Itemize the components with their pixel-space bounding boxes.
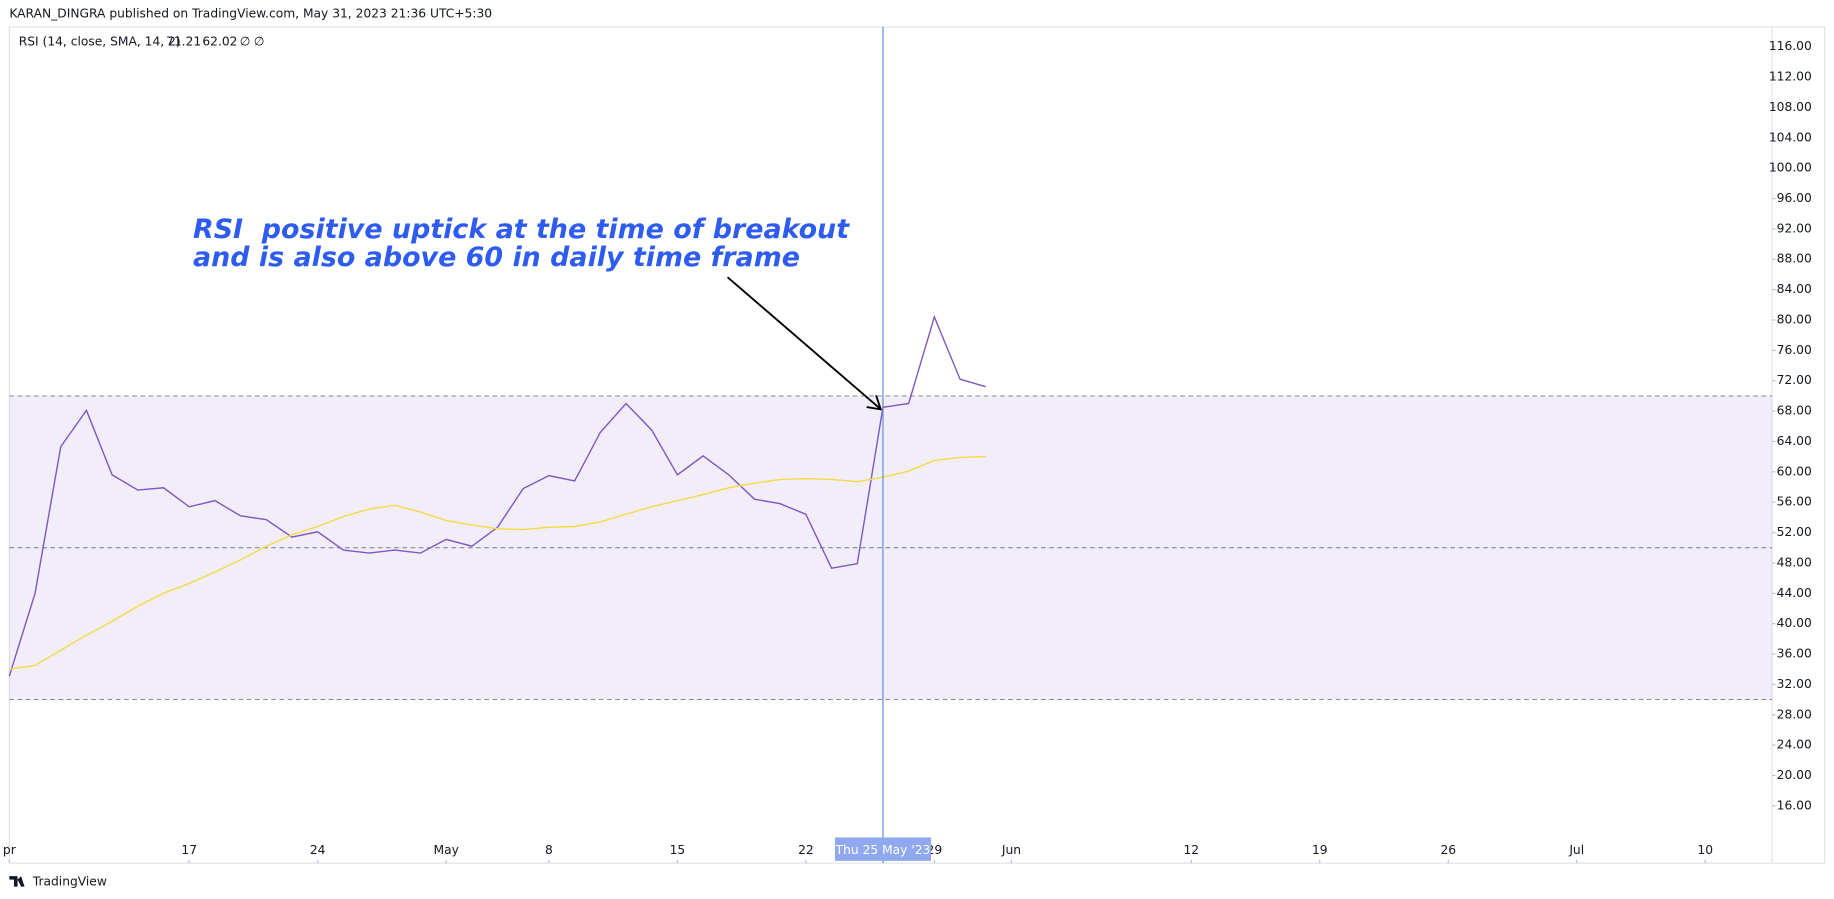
plot <box>8 314 1773 701</box>
x-tick-label: 19 <box>1312 843 1328 857</box>
x-tick-label: 15 <box>670 843 686 857</box>
y-tick-label: 100.00 <box>1769 161 1812 175</box>
x-tick-label: pr <box>3 843 17 857</box>
y-tick-label: 40.00 <box>1777 616 1812 630</box>
legend-value: 62.02 <box>202 35 237 49</box>
logo <box>9 876 25 887</box>
y-tick-label: 32.00 <box>1777 677 1812 691</box>
y-tick-label: 52.00 <box>1777 525 1812 539</box>
legend-value: 71.21 <box>166 35 201 49</box>
x-tick-label: May <box>433 843 458 857</box>
y-tick-label: 76.00 <box>1777 343 1812 357</box>
x-tick-label: Jun <box>1001 843 1021 857</box>
crosshair-label-bg <box>835 837 931 861</box>
y-tick-label: 36.00 <box>1777 647 1812 661</box>
x-tick-label: Jul <box>1568 843 1584 857</box>
y-tick-label: 72.00 <box>1777 373 1812 387</box>
y-tick-label: 56.00 <box>1777 495 1812 509</box>
x-tick-label: 17 <box>181 843 197 857</box>
y-tick-label: 60.00 <box>1777 464 1812 478</box>
y-tick-label: 92.00 <box>1777 221 1812 235</box>
footer: TradingView <box>32 874 107 888</box>
y-tick-label: 80.00 <box>1777 312 1812 326</box>
indicator-flag: ∅ <box>254 35 265 49</box>
y-tick-label: 104.00 <box>1769 130 1812 144</box>
series-line <box>9 455 986 670</box>
y-tick-label: 44.00 <box>1777 586 1812 600</box>
x-tick-label: 22 <box>798 843 814 857</box>
header: KARAN_DINGRA published on TradingView.co… <box>9 7 492 21</box>
y-tick-label: 68.00 <box>1777 404 1812 418</box>
y-tick-label: 96.00 <box>1777 191 1812 205</box>
y-tick-label: 16.00 <box>1777 798 1812 812</box>
x-tick-label: 8 <box>545 843 553 857</box>
indicator-flag: ∅ <box>240 35 251 49</box>
y-tick-label: 88.00 <box>1777 252 1812 266</box>
x-tick-label: 10 <box>1697 843 1713 857</box>
y-tick-label: 64.00 <box>1777 434 1812 448</box>
y-tick-label: 48.00 <box>1777 555 1812 569</box>
x-tick-label: 24 <box>310 843 326 857</box>
y-tick-label: 28.00 <box>1777 707 1812 721</box>
annotation-arrow <box>726 276 881 409</box>
y-tick-label: 84.00 <box>1777 282 1812 296</box>
y-tick-label: 112.00 <box>1769 70 1812 84</box>
x-tick-label: 26 <box>1440 843 1456 857</box>
frame <box>8 26 1826 864</box>
annotation: and is also above 60 in daily time frame <box>193 242 800 273</box>
arrow-head <box>866 395 883 411</box>
indicator-title: RSI (14, close, SMA, 14, 2) <box>19 35 181 49</box>
y-tick-label: 24.00 <box>1777 738 1812 752</box>
x-tick-label: 12 <box>1184 843 1200 857</box>
y-tick-label: 20.00 <box>1777 768 1812 782</box>
annotation: RSI positive uptick at the time of break… <box>193 214 850 245</box>
y-tick-label: 116.00 <box>1769 39 1812 53</box>
y-tick-label: 108.00 <box>1769 100 1812 114</box>
crosshair-label: Thu 25 May '23 <box>835 843 931 857</box>
series-line <box>8 314 986 677</box>
